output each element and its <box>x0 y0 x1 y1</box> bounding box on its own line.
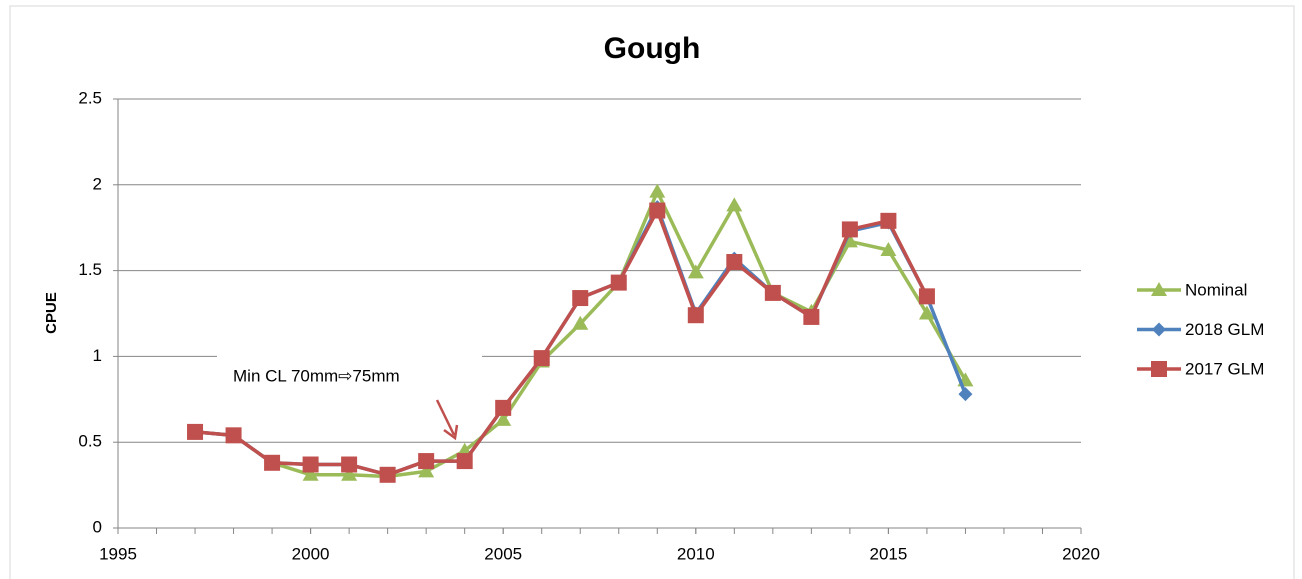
y-tick-label: 2.5 <box>78 88 102 107</box>
legend-label: 2017 GLM <box>1185 359 1264 378</box>
marker <box>880 212 897 229</box>
marker <box>649 202 666 219</box>
marker <box>572 315 589 330</box>
marker <box>1151 361 1167 377</box>
marker <box>841 221 858 238</box>
marker <box>264 454 281 471</box>
marker <box>649 183 666 198</box>
y-axis-label: CPUE <box>43 292 60 334</box>
annotation-box <box>217 355 482 397</box>
grid: 0 0.5 1 1.5 2 2.5 1995 2000 2005 2010 2015 2020 <box>78 88 1100 563</box>
legend-label: Nominal <box>1185 280 1247 299</box>
y-tick-label: 1.5 <box>78 260 102 279</box>
legend: Nominal 2018 GLM 2017 GLM <box>1137 280 1264 378</box>
marker <box>302 456 319 473</box>
x-tick-label: 2005 <box>484 544 522 563</box>
marker <box>572 290 589 307</box>
marker <box>418 453 435 470</box>
x-tick-label: 1995 <box>99 544 137 563</box>
marker <box>379 466 396 483</box>
marker <box>726 197 743 212</box>
marker <box>880 242 897 257</box>
chart-border <box>9 5 1295 579</box>
marker <box>533 350 550 367</box>
marker <box>687 307 704 324</box>
marker <box>1152 322 1166 337</box>
y-tick-label: 0 <box>93 517 102 536</box>
legend-label: 2018 GLM <box>1185 320 1264 339</box>
x-tick-label: 2015 <box>869 544 907 563</box>
marker <box>418 463 435 478</box>
marker <box>764 284 781 301</box>
y-tick-label: 0.5 <box>78 432 102 451</box>
marker <box>341 466 358 481</box>
x-tick-label: 2000 <box>292 544 330 563</box>
x-tick-label: 2010 <box>677 544 715 563</box>
annotation: Min CL 70mm⇨75mm <box>233 366 400 385</box>
marker <box>341 456 358 473</box>
y-tick-label: 1 <box>93 346 102 365</box>
annotation-arrow <box>435 399 456 436</box>
marker <box>610 274 627 291</box>
marker <box>803 308 820 325</box>
x-tick-label: 2020 <box>1062 544 1100 563</box>
y-tick-label: 2 <box>93 174 102 193</box>
marker <box>1151 282 1167 296</box>
marker <box>187 423 204 440</box>
marker <box>225 427 242 444</box>
marker <box>495 399 512 416</box>
annotation-arrowhead <box>443 424 459 441</box>
chart-title: Gough <box>604 32 701 65</box>
marker <box>958 387 973 402</box>
marker <box>726 254 743 271</box>
marker <box>456 453 473 470</box>
marker <box>495 411 512 426</box>
marker <box>687 264 704 279</box>
marker <box>918 288 935 305</box>
marker <box>918 305 935 320</box>
plot <box>187 183 974 483</box>
marker <box>302 466 319 481</box>
